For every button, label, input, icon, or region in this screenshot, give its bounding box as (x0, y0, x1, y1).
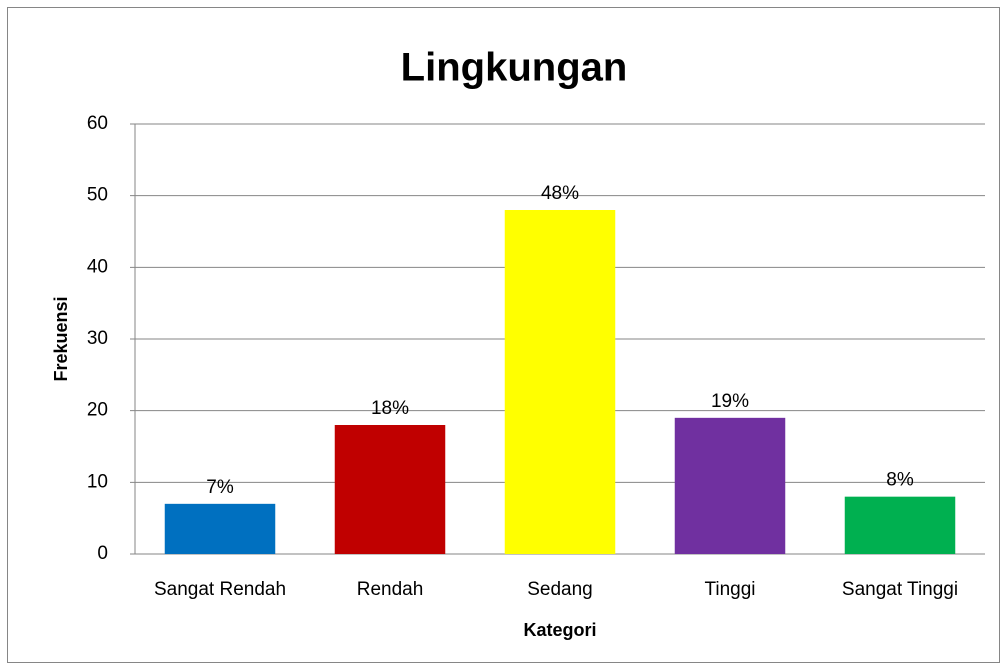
y-tick-label: 20 (87, 400, 108, 421)
x-tick-label: Tinggi (704, 579, 755, 600)
x-tick-label: Sedang (527, 579, 593, 600)
data-label: 7% (206, 477, 234, 498)
x-tick-label: Sangat Rendah (154, 579, 286, 600)
y-tick-label: 40 (87, 256, 108, 277)
bar (164, 503, 276, 554)
y-tick-label: 30 (87, 328, 108, 349)
x-tick-label: Sangat Tinggi (842, 579, 958, 600)
y-tick-label: 60 (87, 113, 108, 134)
y-tick-label: 0 (97, 543, 108, 564)
data-label: 48% (541, 183, 579, 204)
y-tick-label: 50 (87, 185, 108, 206)
bar (674, 417, 786, 554)
data-label: 8% (886, 470, 914, 491)
data-label: 18% (371, 398, 409, 419)
data-label: 19% (711, 391, 749, 412)
bar (504, 210, 616, 554)
x-tick-label: Rendah (357, 579, 424, 600)
y-tick-label: 10 (87, 471, 108, 492)
bar (334, 425, 446, 554)
chart-border (7, 7, 1000, 663)
bar (844, 496, 956, 554)
chart-title: Lingkungan (401, 46, 628, 90)
x-axis-label: Kategori (523, 620, 596, 640)
y-axis-label: Frekuensi (51, 296, 71, 381)
